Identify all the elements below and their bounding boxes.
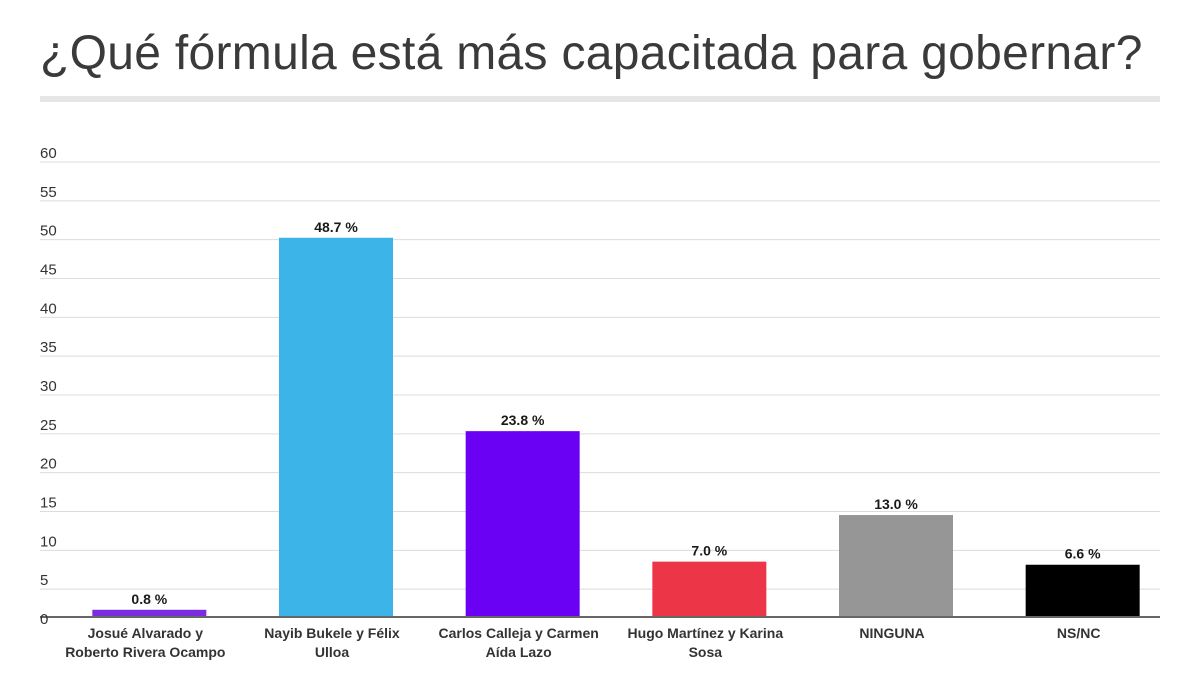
- y-tick-label-10: 10: [40, 533, 57, 550]
- data-label-5: 6.6 %: [1065, 546, 1101, 562]
- category-label-3-1: Sosa: [689, 644, 723, 660]
- bar-4: [839, 515, 953, 616]
- bar-1: [279, 237, 393, 616]
- category-label-0-1: Roberto Rivera Ocampo: [65, 644, 225, 660]
- bar-5: [1025, 564, 1140, 616]
- bar-2: [465, 431, 580, 616]
- y-tick-label-40: 40: [40, 300, 57, 317]
- category-label-3-0: Hugo Martínez y Karina: [628, 625, 784, 641]
- title-divider: [40, 96, 1160, 102]
- data-label-0: 0.8 %: [131, 591, 167, 607]
- data-label-4: 13.0 %: [874, 496, 918, 512]
- y-tick-label-15: 15: [40, 495, 57, 512]
- category-label-4-0: NINGUNA: [859, 625, 924, 641]
- y-tick-label-25: 25: [40, 417, 57, 434]
- y-tick-label-20: 20: [40, 456, 57, 473]
- bar-3: [652, 561, 767, 616]
- y-tick-label-45: 45: [40, 262, 57, 279]
- category-label-5-0: NS/NC: [1057, 625, 1101, 641]
- data-label-2: 23.8 %: [501, 412, 545, 428]
- category-label-2-1: Aída Lazo: [486, 644, 552, 660]
- y-tick-label-55: 55: [40, 184, 57, 201]
- data-label-1: 48.7 %: [314, 219, 358, 235]
- y-tick-label-35: 35: [40, 339, 57, 356]
- y-tick-label-30: 30: [40, 378, 57, 395]
- category-label-1-0: Nayib Bukele y Félix: [264, 625, 400, 641]
- chart-title: ¿Qué fórmula está más capacitada para go…: [40, 27, 1143, 80]
- y-tick-label-60: 60: [40, 145, 57, 162]
- bar-0: [92, 609, 207, 616]
- data-label-3: 7.0 %: [691, 543, 727, 559]
- category-label-2-0: Carlos Calleja y Carmen: [439, 625, 599, 641]
- category-label-0-0: Josué Alvarado y: [88, 625, 204, 641]
- y-tick-label-5: 5: [40, 572, 48, 589]
- y-tick-label-0: 0: [40, 611, 48, 628]
- category-label-1-1: Ulloa: [315, 644, 349, 660]
- y-tick-label-50: 50: [40, 223, 57, 240]
